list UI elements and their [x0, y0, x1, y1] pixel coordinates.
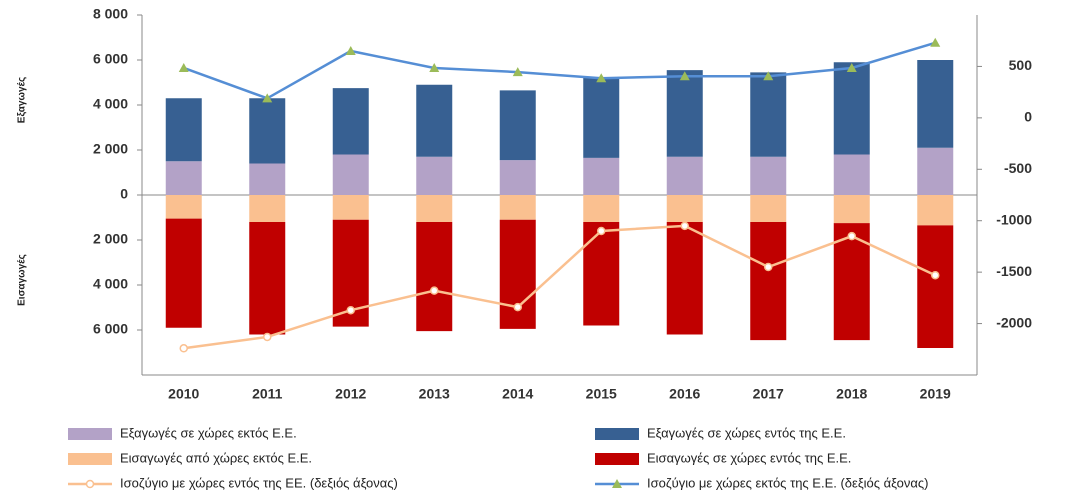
bar — [499, 160, 536, 195]
marker — [597, 226, 606, 236]
bar — [917, 225, 954, 348]
legend-label: Εξαγωγές σε χώρες εκτός Ε.Ε. — [120, 425, 297, 440]
legend-swatch — [595, 428, 639, 440]
y-label-bottom: Εισαγωγές — [17, 254, 28, 306]
bar — [750, 156, 787, 195]
bar — [917, 60, 954, 148]
y-tick-label: 6 000 — [93, 51, 128, 67]
legend-label: Εισαγωγές από χώρες εκτός Ε.Ε. — [120, 450, 312, 465]
bar — [165, 98, 202, 162]
bar — [499, 219, 536, 329]
y-tick-label: 6 000 — [93, 321, 128, 337]
marker — [764, 262, 773, 272]
marker — [512, 67, 523, 77]
bar — [416, 195, 453, 222]
bar — [583, 78, 620, 158]
bar — [583, 157, 620, 195]
line — [183, 224, 936, 350]
marker — [345, 46, 356, 55]
marker — [680, 221, 689, 231]
y-label-top: Εξαγωγές — [17, 77, 28, 123]
bar — [416, 156, 453, 195]
bar — [416, 84, 453, 157]
marker — [430, 286, 439, 295]
legend-label: Εξαγωγές σε χώρες εντός της Ε.Ε. — [647, 425, 846, 440]
marker — [262, 93, 273, 103]
y2-tick-label: -500 — [1004, 160, 1032, 176]
bar — [666, 195, 703, 222]
bar — [416, 222, 453, 332]
x-tick-label: 2018 — [836, 386, 867, 402]
bar — [332, 195, 369, 220]
bar — [583, 222, 620, 326]
bar — [249, 222, 286, 335]
legend-marker — [612, 479, 622, 488]
marker — [763, 71, 774, 81]
bar — [165, 218, 202, 328]
legend-label: Ισοζύγιο με χώρες εκτός της Ε.Ε. (δεξιός… — [647, 475, 929, 490]
bar — [666, 156, 703, 195]
legend-label: Εισαγωγές σε χώρες εντός της Ε.Ε. — [647, 450, 851, 465]
bar — [165, 161, 202, 195]
marker — [931, 270, 940, 280]
bar — [165, 195, 202, 219]
bar — [917, 195, 954, 226]
y-tick-label: 4 000 — [93, 276, 128, 292]
marker — [930, 37, 941, 47]
legend-marker — [85, 479, 95, 489]
bar — [750, 72, 787, 157]
bar — [833, 195, 870, 224]
y2-tick-label: 500 — [1009, 57, 1033, 73]
x-tick-label: 2013 — [419, 386, 450, 402]
x-tick-label: 2016 — [669, 386, 700, 402]
marker — [346, 305, 355, 315]
bar — [249, 163, 286, 195]
marker — [179, 344, 188, 353]
y2-tick-label: -1000 — [996, 211, 1032, 227]
y2-tick-label: -1500 — [996, 263, 1032, 279]
x-tick-label: 2014 — [502, 386, 533, 402]
marker — [263, 332, 272, 342]
bar — [249, 98, 286, 164]
bar — [583, 195, 620, 222]
y-tick-label: 2 000 — [93, 141, 128, 157]
bar — [833, 154, 870, 195]
marker — [178, 62, 189, 72]
y2-tick-label: 0 — [1024, 109, 1032, 125]
marker — [846, 62, 857, 72]
x-tick-label: 2017 — [753, 386, 784, 402]
bar — [666, 222, 703, 335]
legend-label: Ισοζύγιο με χώρες εντός της ΕΕ. (δεξιός … — [120, 475, 398, 490]
y-tick-label: 8 000 — [93, 6, 128, 22]
x-tick-label: 2012 — [335, 386, 366, 402]
x-tick-label: 2015 — [586, 386, 617, 402]
bar — [332, 88, 369, 155]
bar — [917, 147, 954, 195]
x-tick-label: 2019 — [920, 386, 951, 402]
bar — [249, 195, 286, 222]
legend-swatch — [68, 453, 112, 465]
marker — [513, 302, 522, 312]
legend-swatch — [595, 453, 639, 465]
bar — [332, 154, 369, 195]
marker — [847, 231, 856, 241]
line — [183, 41, 936, 100]
x-tick-label: 2011 — [252, 386, 283, 402]
marker — [429, 62, 440, 72]
bar — [499, 90, 536, 161]
x-tick-label: 2010 — [168, 386, 199, 402]
bar — [499, 195, 536, 220]
legend-swatch — [68, 428, 112, 440]
y2-tick-label: -2000 — [996, 314, 1032, 330]
marker — [679, 71, 690, 81]
y-tick-label: 4 000 — [93, 96, 128, 112]
y-tick-label: 2 000 — [93, 231, 128, 247]
bar — [750, 195, 787, 222]
y-tick-label: 0 — [120, 186, 128, 202]
bar — [750, 222, 787, 341]
bar — [833, 62, 870, 155]
marker — [596, 73, 607, 83]
bar — [666, 70, 703, 157]
